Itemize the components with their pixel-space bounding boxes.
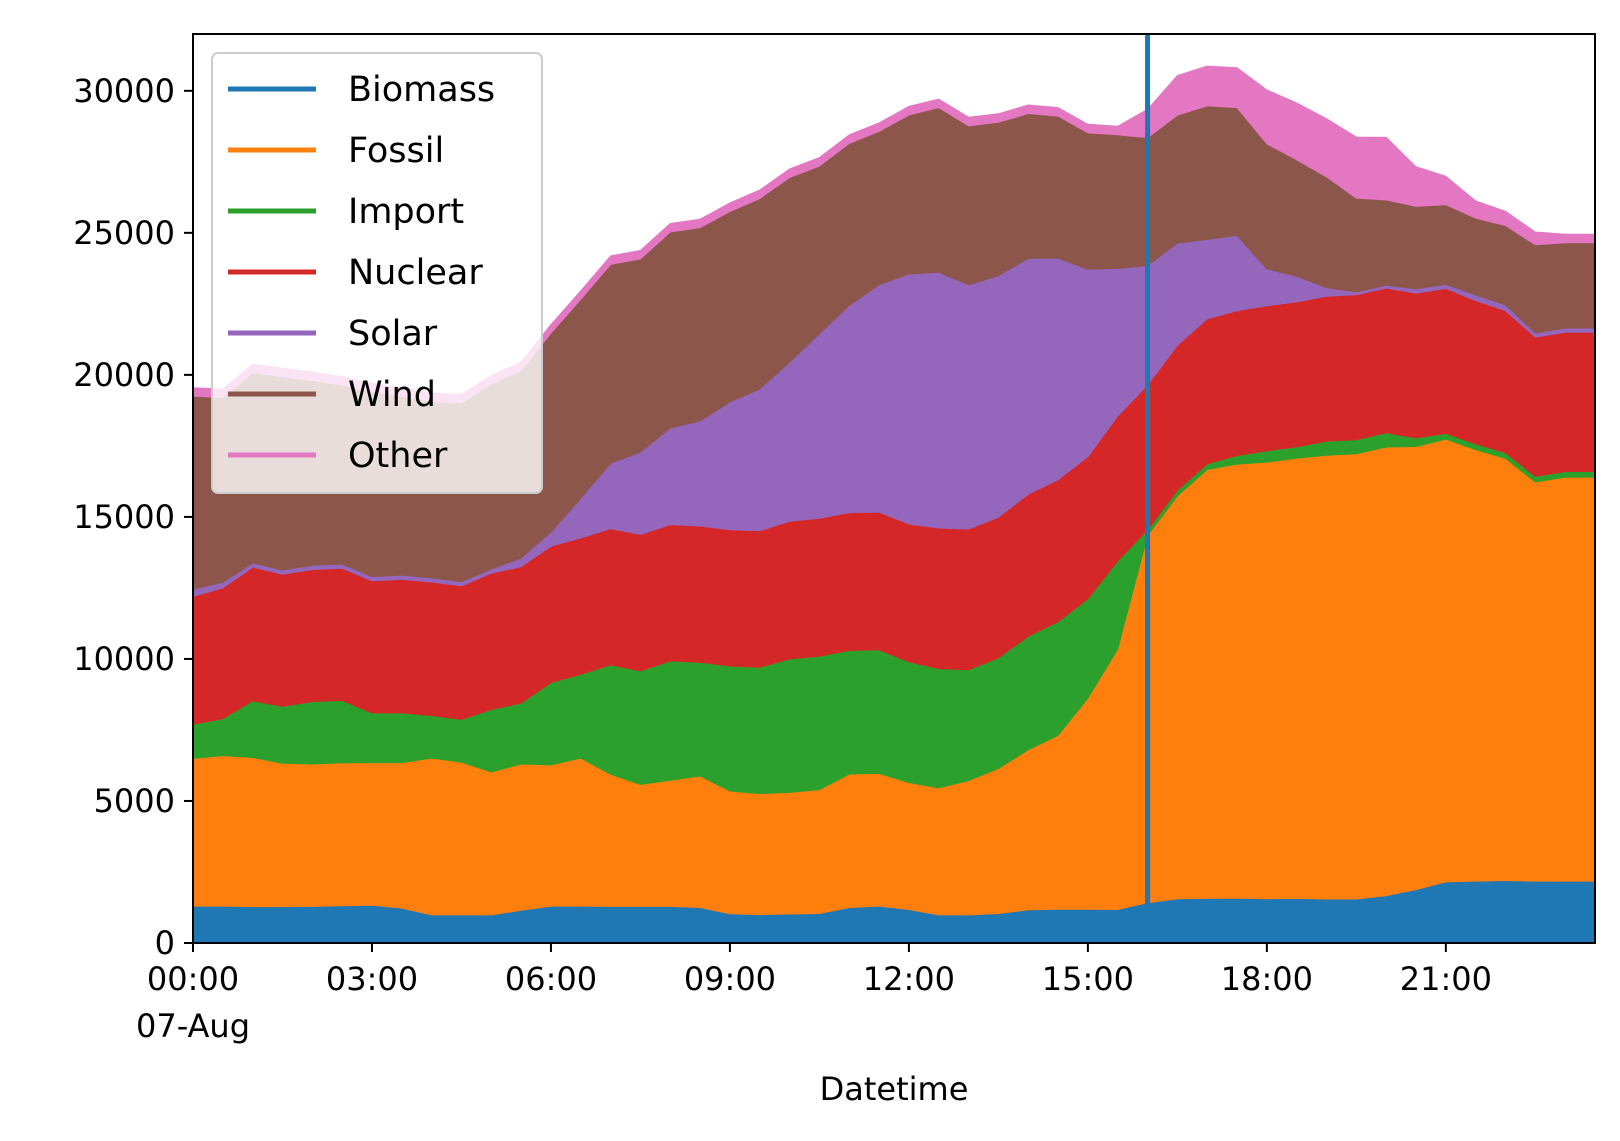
plot-frame xyxy=(192,33,1596,944)
legend-label-wind: Wind xyxy=(348,375,436,415)
legend-label-nuclear: Nuclear xyxy=(348,253,483,293)
legend-box xyxy=(211,52,543,494)
x-tick-label: 15:00 xyxy=(1042,960,1134,998)
legend-label-fossil: Fossil xyxy=(348,131,444,171)
x-tick-label: 00:00 xyxy=(147,960,239,998)
x-tick-label: 03:00 xyxy=(326,960,418,998)
x-date-label: 07-Aug xyxy=(136,1007,250,1045)
x-tick-label: 09:00 xyxy=(684,960,776,998)
legend-label-other: Other xyxy=(348,436,448,476)
y-tick-label: 0 xyxy=(155,924,175,962)
legend: Biomass Fossil Import Nuclear Solar Wind Other xyxy=(211,52,543,494)
y-tick-label: 20000 xyxy=(73,356,175,394)
legend-label-biomass: Biomass xyxy=(348,70,495,110)
x-tick-label: 06:00 xyxy=(505,960,597,998)
y-tick-label: 15000 xyxy=(73,498,175,536)
area-layers xyxy=(192,65,1596,944)
legend-label-solar: Solar xyxy=(348,314,438,354)
x-tick-label: 18:00 xyxy=(1221,960,1313,998)
x-tick-label: 12:00 xyxy=(863,960,955,998)
y-axis: 0 5000 10000 15000 20000 25000 30000 xyxy=(73,72,193,962)
y-tick-label: 25000 xyxy=(73,214,175,252)
x-tick-label: 21:00 xyxy=(1400,960,1492,998)
x-axis: 00:00 03:00 06:00 09:00 12:00 15:00 18:00 21:00 xyxy=(147,943,1492,998)
x-axis-title: Datetime xyxy=(820,1070,969,1108)
y-tick-label: 30000 xyxy=(73,72,175,110)
y-tick-label: 10000 xyxy=(73,640,175,678)
legend-label-import: Import xyxy=(348,192,464,232)
y-tick-label: 5000 xyxy=(94,782,175,820)
